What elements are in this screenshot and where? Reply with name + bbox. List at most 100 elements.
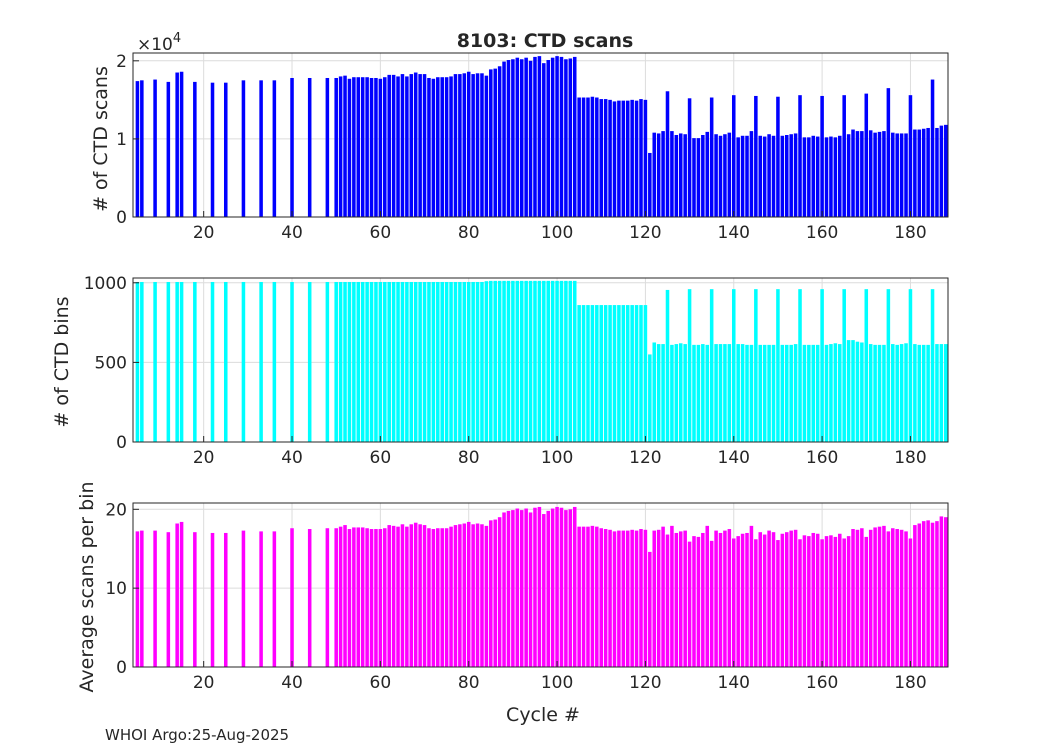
bar: [873, 344, 877, 442]
bar: [904, 343, 908, 442]
bar: [829, 535, 833, 667]
bar: [400, 74, 405, 217]
bar: [807, 137, 811, 217]
bar: [895, 344, 899, 442]
bar: [842, 538, 846, 667]
bar: [687, 289, 692, 442]
bar: [436, 77, 440, 217]
bar: [670, 131, 674, 217]
bar: [515, 280, 520, 442]
bar: [939, 125, 944, 217]
x-tick-label: 120: [629, 448, 661, 468]
bar: [617, 100, 621, 217]
bar: [140, 281, 144, 442]
bar: [272, 281, 277, 442]
bar: [542, 280, 546, 442]
bar: [789, 344, 793, 442]
bar: [449, 76, 453, 217]
bar: [550, 57, 555, 217]
bar: [564, 510, 568, 667]
bar: [369, 77, 374, 217]
bar: [696, 138, 701, 217]
x-tick-label: 160: [806, 673, 838, 693]
bar: [692, 344, 696, 442]
bar: [608, 99, 612, 217]
bar: [617, 305, 621, 442]
bar: [489, 520, 493, 667]
bar: [179, 281, 184, 442]
bar: [515, 508, 520, 667]
bar: [904, 133, 908, 217]
bar: [891, 344, 895, 442]
bar: [696, 344, 701, 442]
bar: [590, 305, 595, 442]
bar: [533, 507, 537, 667]
bar: [820, 95, 824, 217]
y-tick-label: 0: [116, 658, 127, 678]
bar: [838, 533, 842, 667]
ylabel-ctd-scans: # of CTD scans: [90, 66, 112, 212]
bar: [383, 528, 387, 667]
bar: [736, 344, 740, 442]
bar: [767, 530, 771, 667]
bar: [542, 514, 546, 667]
bar: [824, 137, 829, 217]
bar: [921, 521, 926, 667]
bar: [882, 131, 886, 217]
y-tick-label: 20: [105, 500, 127, 520]
x-tick-label: 180: [894, 223, 926, 243]
bar: [135, 531, 140, 667]
bar: [661, 526, 665, 667]
bar: [785, 344, 789, 442]
bar: [723, 134, 727, 217]
bar: [630, 529, 634, 667]
bar: [860, 131, 864, 217]
bar: [855, 131, 860, 217]
y-ticks: 0 500 1000: [84, 274, 139, 453]
bar: [369, 529, 374, 667]
bar: [577, 97, 581, 217]
bar: [413, 522, 418, 667]
bar: [603, 305, 608, 442]
bar: [630, 305, 634, 442]
bar: [908, 538, 913, 667]
bar: [904, 531, 908, 667]
bar: [519, 510, 524, 667]
bar: [374, 529, 378, 667]
x-tick-label: 60: [370, 223, 392, 243]
panel-ctd-scans: 20 40 60 80 100 120 140 160 180 0 1 2 # of CTD sca…: [90, 31, 949, 243]
x-tick-label: 180: [894, 448, 926, 468]
bar: [612, 305, 617, 442]
bar: [586, 305, 590, 442]
bar: [193, 532, 197, 667]
bar: [780, 344, 785, 442]
bar: [422, 525, 427, 667]
bar: [877, 131, 882, 217]
bar: [369, 281, 374, 442]
bar: [877, 344, 882, 442]
bar: [846, 134, 851, 217]
bar: [391, 281, 396, 442]
bar: [334, 281, 338, 442]
bar: [586, 526, 590, 667]
bar: [665, 289, 670, 442]
bar: [524, 57, 528, 217]
bar: [453, 525, 458, 667]
bar: [241, 281, 246, 442]
x-tick-label: 80: [458, 673, 480, 693]
panel-avg-scans: 20 40 60 80 100 120 140 160 180 0 10 20 Average sc…: [76, 481, 949, 726]
bar: [864, 289, 869, 442]
bar: [387, 525, 391, 667]
bar: [683, 344, 687, 442]
bar: [360, 77, 365, 217]
bar: [873, 527, 877, 667]
bar: [413, 281, 418, 442]
bar: [687, 541, 692, 667]
bar: [493, 519, 497, 667]
bar: [413, 72, 418, 218]
bar: [882, 525, 886, 667]
bar: [334, 77, 338, 217]
bar: [625, 530, 630, 667]
bar: [493, 68, 497, 217]
